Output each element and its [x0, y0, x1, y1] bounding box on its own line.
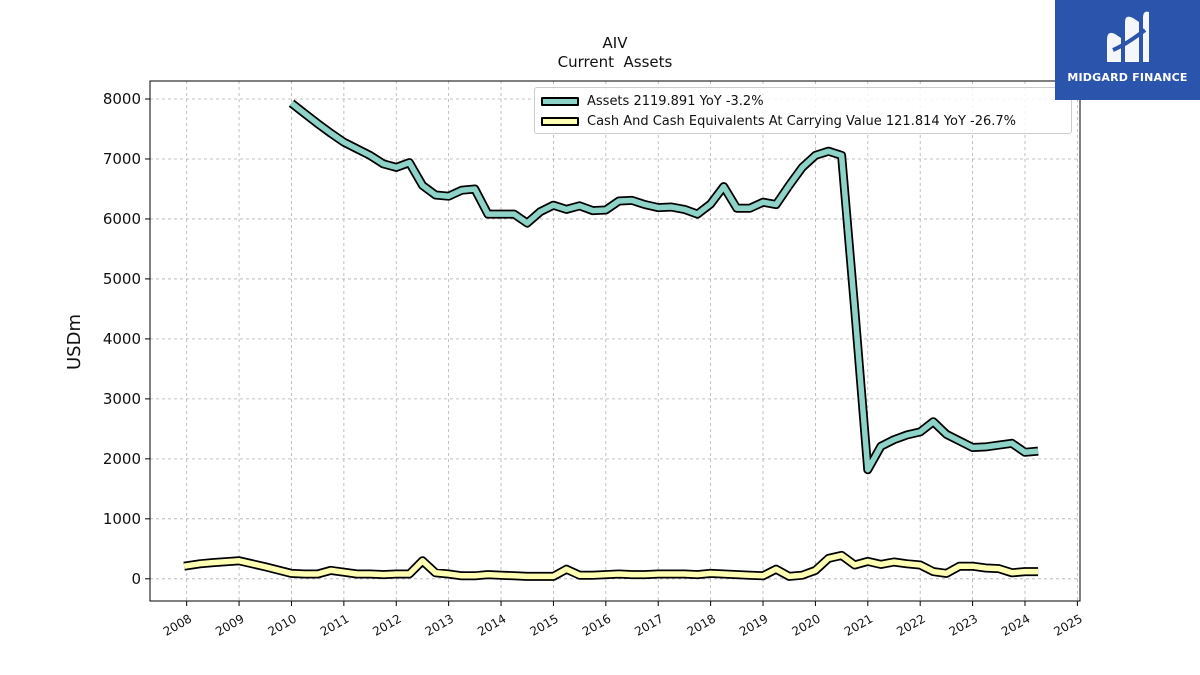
- legend-item-assets: Assets 2119.891 YoY -3.2%: [541, 92, 764, 110]
- x-tick-label: 2023: [947, 611, 980, 638]
- y-tick-label: 4000: [103, 330, 141, 348]
- y-tick-label: 8000: [103, 90, 141, 108]
- x-tick-label: 2012: [370, 611, 403, 638]
- x-tick-label: 2016: [580, 611, 613, 638]
- y-tick-label: 7000: [103, 150, 141, 168]
- y-tick-label: 5000: [103, 270, 141, 288]
- chart-subtitle: Current Assets: [558, 53, 673, 71]
- x-axis: 2008 2009 2010 2011 2012 2013 2014 2015 2016 2017…: [161, 601, 1085, 639]
- x-tick-label: 2011: [318, 611, 351, 638]
- x-tick-label: 2024: [999, 611, 1032, 638]
- y-tick-label: 2000: [103, 450, 141, 468]
- midgard-finance-logo: MIDGARD FINANCE: [1055, 0, 1200, 100]
- chart-title: AIV: [603, 34, 629, 52]
- y-tick-label: 0: [131, 570, 141, 588]
- plot-frame: [149, 80, 1081, 602]
- logo-mark-icon: [1107, 11, 1149, 63]
- y-tick-label: 3000: [103, 390, 141, 408]
- x-tick-label: 2014: [475, 611, 508, 638]
- legend: Assets 2119.891 YoY -3.2% Cash And Cash …: [534, 87, 1072, 134]
- x-tick-label: 2018: [685, 611, 718, 638]
- series-line-1: [183, 552, 1039, 580]
- y-axis-label: USDm: [64, 314, 85, 370]
- x-tick-label: 2021: [842, 611, 875, 638]
- legend-label-assets: Assets 2119.891 YoY -3.2%: [587, 93, 764, 109]
- x-tick-label: 2015: [527, 611, 560, 638]
- x-tick-label: 2025: [1051, 611, 1084, 638]
- legend-swatch-assets: [541, 96, 579, 106]
- x-tick-label: 2008: [161, 611, 194, 638]
- x-tick-label: 2020: [789, 611, 822, 638]
- series-layer: [183, 99, 1039, 581]
- y-tick-label: 1000: [103, 510, 141, 528]
- series-line-0: [289, 101, 1039, 473]
- legend-swatch-cash: [541, 116, 579, 126]
- logo-text: MIDGARD FINANCE: [1067, 71, 1188, 84]
- x-tick-label: 2017: [632, 611, 665, 638]
- y-axis: 0 1000 2000 3000 4000 5000 6000 7000 8000: [103, 90, 150, 588]
- x-tick-label: 2019: [737, 611, 770, 638]
- y-tick-label: 6000: [103, 210, 141, 228]
- legend-label-cash: Cash And Cash Equivalents At Carrying Va…: [587, 113, 1016, 129]
- series-line-outline-0: [288, 99, 1039, 475]
- x-tick-label: 2022: [894, 611, 927, 638]
- grid: [150, 81, 1080, 601]
- x-tick-label: 2013: [423, 611, 456, 638]
- x-tick-label: 2009: [213, 611, 246, 638]
- x-tick-label: 2010: [266, 611, 299, 638]
- legend-item-cash: Cash And Cash Equivalents At Carrying Va…: [541, 112, 1016, 130]
